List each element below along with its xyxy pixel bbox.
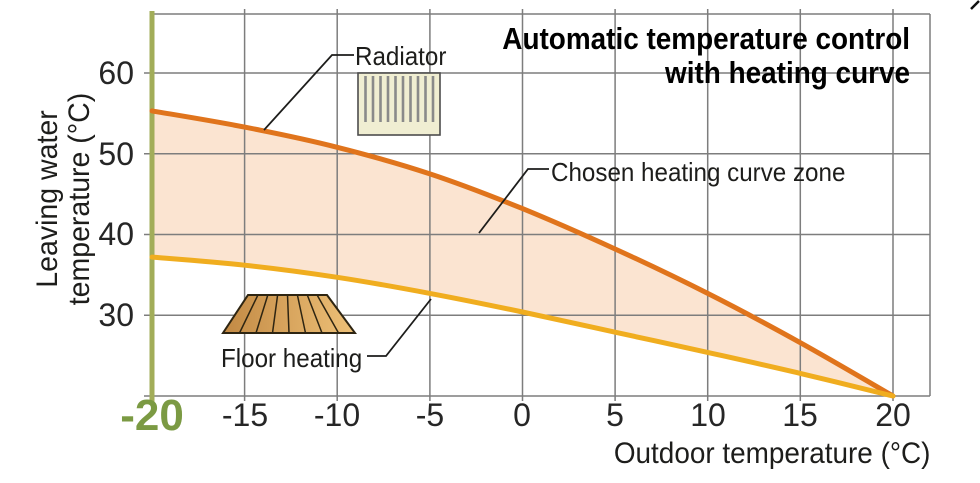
chart-title: Automatic temperature control with heati… (502, 22, 910, 90)
radiator-callout-line (263, 54, 354, 131)
x-tick-label: 5 (606, 397, 624, 433)
x-tick-label-highlight-minus20: -20 (120, 391, 184, 440)
y-tick-label: 30 (98, 297, 134, 333)
chart-title-line1: Automatic temperature control (502, 21, 910, 56)
floor-heating-icon (221, 294, 357, 334)
floor-heating-curve (149, 254, 896, 399)
x-tick-label: -5 (415, 397, 445, 433)
x-tick-label: 15 (782, 397, 818, 433)
floor-heating-callout-line (367, 298, 432, 357)
y-tick-label: 40 (98, 216, 134, 252)
radiator-curve (149, 108, 896, 399)
x-axis-title: Outdoor temperature (°C) (613, 437, 930, 470)
x-tick-label: -15 (221, 397, 269, 433)
x-tick-label: 0 (513, 397, 531, 433)
radiator-label: Radiator (355, 41, 447, 71)
radiator-icon (357, 72, 441, 136)
chart-title-line2: with heating curve (665, 55, 910, 90)
x-tick-label: -10 (313, 397, 361, 433)
y-tick-label: 60 (98, 55, 134, 91)
y-tick-label: 50 (98, 136, 134, 172)
x-tick-label: 10 (690, 397, 726, 433)
corner-artifact (970, 0, 980, 10)
x-tick-label: 20 (875, 397, 911, 433)
heating-curve-zone-label: Chosen heating curve zone (551, 157, 846, 187)
floor-heating-label: Floor heating (221, 343, 363, 373)
zone-callout-line (478, 168, 549, 234)
